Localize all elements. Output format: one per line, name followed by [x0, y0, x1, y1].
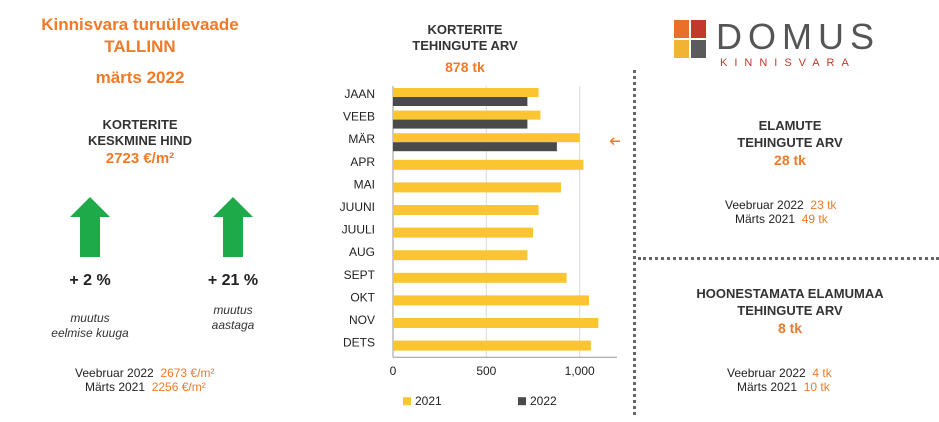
change-month-label: muutus eelmise kuuga [30, 311, 150, 341]
homes-comparison: Veebruar 2022 23 tk Märts 2021 49 tk [725, 198, 915, 226]
y-tick-label: SEPT [344, 268, 376, 282]
price-cmp2-value: 2256 €/m² [151, 380, 206, 394]
legend-swatch-2022 [518, 397, 526, 406]
price-cmp1-value: 2673 €/m² [160, 366, 215, 380]
bar-2021 [393, 182, 561, 193]
change-month-value: + 2 % [69, 272, 111, 289]
bar-2021 [393, 318, 599, 328]
domus-logo-mark [674, 20, 706, 58]
report-title-text: Kinnisvara turuülevaade [41, 15, 239, 34]
price-cmp-row: Veebruar 2022 2673 €/m² [75, 366, 265, 380]
chart-heading-line1: KORTERITE [427, 22, 503, 37]
bar-2021 [393, 227, 533, 238]
change-year-label-line1: muutus [213, 303, 253, 317]
annotation-arrow-icon: ← [609, 131, 620, 152]
legend-label-2021: 2021 [415, 394, 442, 408]
legend-label-2022: 2022 [530, 394, 557, 408]
logo-name: DOMUS [716, 16, 880, 57]
homes-cmp2-value: 49 tk [801, 212, 828, 226]
homes-cmp1-value: 23 tk [810, 198, 837, 212]
homes-heading-line2: TEHINGUTE ARV [737, 135, 843, 150]
change-year-value: + 21 % [207, 272, 259, 289]
bar-2022 [393, 97, 528, 106]
bar-2021 [393, 110, 541, 120]
up-arrow-icon [213, 197, 253, 257]
report-city: TALLINN [104, 37, 176, 56]
bar-2021 [393, 88, 539, 97]
land-cmp-row: Veebruar 2022 4 tk [727, 366, 917, 380]
bar-2021 [393, 295, 589, 306]
bar-2021 [393, 159, 584, 170]
change-year-label-line2: aastaga [211, 318, 255, 332]
chart-heading: KORTERITE TEHINGUTE ARV [395, 22, 535, 54]
homes-heading: ELAMUTE TEHINGUTE ARV [680, 117, 900, 151]
price-comparison: Veebruar 2022 2673 €/m² Märts 2021 2256 … [75, 366, 265, 394]
y-tick-label: MAI [354, 177, 375, 191]
y-tick-label: DETS [343, 336, 375, 350]
homes-cmp-row: Märts 2021 49 tk [725, 212, 915, 226]
homes-heading-line1: ELAMUTE [758, 118, 822, 133]
bar-2021 [393, 340, 591, 351]
land-cmp1-label: Veebruar 2022 [727, 366, 806, 380]
homes-cmp-row: Veebruar 2022 23 tk [725, 198, 915, 212]
x-tick-label: 1,000 [565, 364, 595, 378]
y-tick-label: APR [350, 155, 375, 169]
horizontal-divider [638, 257, 939, 260]
chart-total-value: 878 tk [445, 59, 485, 75]
domus-logo: DOMUS KINNISVARA [672, 14, 912, 74]
price-heading-line2: KESKMINE HIND [87, 133, 192, 148]
homes-cmp1-label: Veebruar 2022 [725, 198, 804, 212]
price-cmp1-label: Veebruar 2022 [75, 366, 154, 380]
land-value: 8 tk [777, 320, 803, 336]
vertical-divider [633, 70, 636, 415]
bar-2021 [393, 133, 580, 143]
bar-2022 [393, 142, 557, 152]
bar-2021 [393, 250, 528, 261]
y-tick-label: JAAN [344, 87, 375, 101]
legend-swatch-2021 [403, 397, 411, 406]
price-value: 2723 €/m² [105, 150, 175, 167]
x-tick-label: 500 [476, 364, 496, 378]
price-heading-line1: KORTERITE [102, 117, 178, 132]
x-tick-label: 0 [390, 364, 397, 378]
land-cmp1-value: 4 tk [812, 366, 832, 380]
report-period: märts 2022 [95, 68, 185, 87]
land-heading: HOONESTAMATA ELAMUMAA TEHINGUTE ARV [650, 285, 930, 319]
change-year-label: muutus aastaga [173, 303, 293, 333]
y-tick-label: MÄR [348, 132, 375, 146]
bar-2022 [393, 119, 528, 129]
y-tick-label: VEEB [343, 110, 375, 124]
land-cmp-row: Märts 2021 10 tk [727, 380, 917, 394]
price-cmp-row: Märts 2021 2256 €/m² [75, 380, 265, 394]
y-tick-label: AUG [349, 245, 375, 259]
bar-2021 [393, 205, 539, 215]
land-heading-line1: HOONESTAMATA ELAMUMAA [696, 286, 884, 301]
bar-2021 [393, 272, 567, 283]
y-tick-label: OKT [350, 290, 375, 304]
homes-value: 28 tk [774, 152, 806, 168]
change-month-label-line1: muutus [70, 311, 110, 325]
homes-cmp2-label: Märts 2021 [735, 212, 796, 226]
deals-bar-chart: 0 500 1,000 JAAN VEEB MÄR APR MAI JUUNI JUULI AUG S… [340, 86, 620, 408]
y-tick-label: JUULI [342, 223, 375, 237]
up-arrow-icon [70, 197, 110, 257]
change-month-label-line2: eelmise kuuga [51, 326, 129, 340]
price-heading: KORTERITE KESKMINE HIND [20, 117, 260, 149]
price-cmp2-label: Märts 2021 [85, 380, 146, 394]
land-cmp2-label: Märts 2021 [737, 380, 798, 394]
land-cmp2-value: 10 tk [803, 380, 830, 394]
report-title: Kinnisvara turuülevaade TALLINN [20, 14, 260, 58]
land-heading-line2: TEHINGUTE ARV [737, 303, 843, 318]
logo-sub: KINNISVARA [720, 57, 856, 69]
y-tick-label: NOV [349, 313, 375, 327]
land-comparison: Veebruar 2022 4 tk Märts 2021 10 tk [727, 366, 917, 394]
chart-heading-line2: TEHINGUTE ARV [412, 38, 518, 53]
y-tick-label: JUUNI [340, 200, 375, 214]
